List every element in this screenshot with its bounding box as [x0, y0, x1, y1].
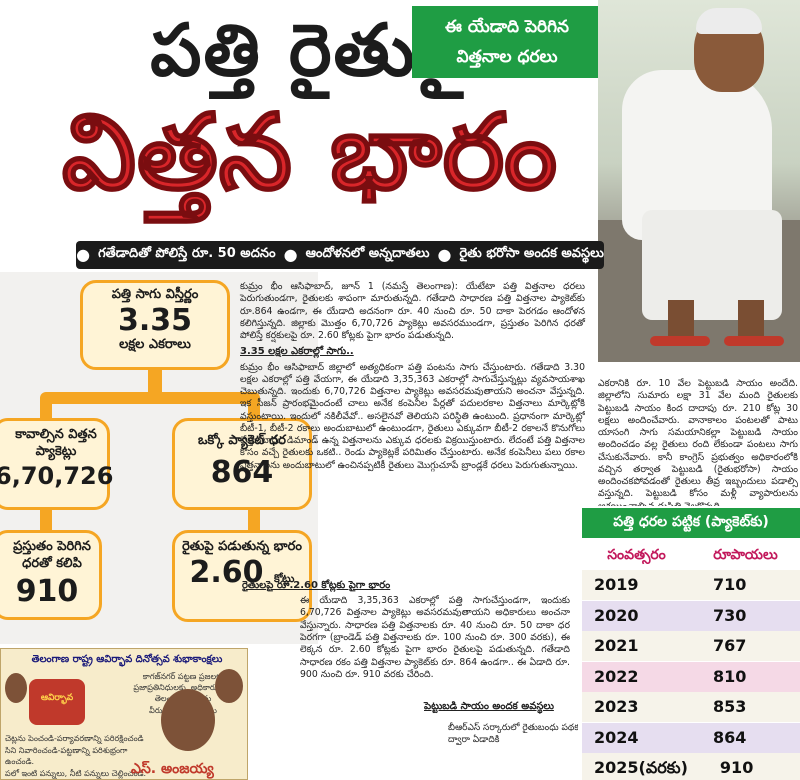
photo-sandal-right	[724, 336, 784, 346]
ad-low-line: పలో ఇంటి పన్నులు, నీటి పన్నులు చెల్లించం…	[5, 768, 147, 778]
table-row: 2025(వరకు) 910	[582, 753, 800, 780]
table-row: 2022 810	[582, 661, 800, 692]
infobox-value: 910	[15, 573, 79, 609]
burden-unit: కోట్లు	[274, 571, 295, 585]
article-paragraph-2: కుమ్రం భీం ఆసిఫాబాద్‌ జిల్లాలో అత్యధికంగ…	[240, 361, 585, 471]
ad-leader-photo	[215, 669, 243, 703]
row-year: 2023	[594, 697, 639, 716]
subheading-3: రైతు భరోసా అందక అవస్థలు	[459, 246, 604, 261]
infobox-current-price: ప్రస్తుతం పెరిగిన ధరతో కలిపి 910	[0, 530, 102, 620]
table-row: 2020 730	[582, 600, 800, 631]
subheading-1: గతేడాదితో పోలిస్తే రూ. 50 అదనం	[98, 246, 276, 261]
row-price: 910	[719, 758, 754, 777]
infobox-label: ఒక్కో ప్యాకెట్ ధర	[198, 433, 286, 448]
row-year: 2019	[594, 575, 639, 594]
photo-leg-right	[738, 300, 764, 340]
ad-low-line: చెట్లను పెంచండి-పర్యావరణాన్ని పరిరక్షించ…	[5, 734, 144, 743]
infobox-value: 6,70,726	[0, 461, 114, 490]
infobox-farmer-burden: రైతుపై పడుతున్న భారం 2.60 కోట్లు	[172, 530, 312, 622]
article-subhead-3: పెట్టుబడి సాయం అందక అవస్థలు	[424, 701, 554, 712]
ad-line: ప్రజాప్రతినిధులకు, అధికారులకు,	[133, 683, 233, 693]
bullet-icon: ●	[76, 245, 91, 264]
infobox-value: 2.60 కోట్లు	[175, 556, 309, 589]
row-price: 767	[713, 636, 747, 655]
farmer-photo	[598, 0, 800, 362]
infobox-required-packets: కావాల్సిన విత్తన ప్యాకెట్లు 6,70,726	[0, 418, 114, 510]
connector-left-2	[40, 508, 52, 532]
table-row: 2019 710	[582, 570, 800, 600]
row-year: 2021	[594, 636, 639, 655]
ad-title: తెలంగాణ రాష్ట్ర ఆవిర్భావ దినోత్సవ శుభాకా…	[31, 654, 223, 665]
article-paragraph-3: ఈ యేడాది 3,35,363 ఎకరాల్లో పత్తి సాగుచేస…	[300, 595, 570, 680]
connector-right	[248, 398, 260, 420]
row-year: 2025(వరకు)	[594, 758, 688, 777]
ad-logo: ఆవిర్భావ	[29, 679, 85, 725]
infobox-packet-price: ఒక్కో ప్యాకెట్ ధర 864	[172, 418, 312, 510]
article-paragraph-1: కుమ్రం భీం ఆసిఫాబాద్‌, జూన్‌ 1 (నమస్తే త…	[240, 281, 585, 342]
green-callout-line-1: ఈ యేడాది పెరిగిన	[445, 17, 569, 37]
col-price-header: రూపాయలు	[713, 547, 778, 563]
row-price: 730	[713, 605, 747, 625]
connector-right-2	[248, 508, 260, 532]
infobox-value: 864	[210, 454, 274, 490]
advertisement: తెలంగాణ రాష్ట్ర ఆవిర్భావ దినోత్సవ శుభాకా…	[0, 648, 248, 780]
article-paragraph-5: ఎకరానికి రూ. 10 వేల పెట్టుబడి సాయం అందేద…	[598, 378, 798, 506]
headline-line-2: విత్తన భారం	[61, 91, 558, 213]
ad-low-lines: చెట్లను పెంచండి-పర్యావరణాన్ని పరిరక్షించ…	[5, 733, 155, 779]
photo-leg-left	[668, 300, 694, 340]
subheading-2: ఆందోళనలో అన్నదాతలు	[305, 246, 430, 261]
infobox-value: 3.35	[117, 302, 193, 338]
photo-hair	[696, 8, 762, 34]
article-paragraph-4: బీఆర్‌ఎస్‌ సర్కారులో రైతుబంధు పథకం ద్వార…	[448, 723, 584, 746]
row-year: 2020	[594, 605, 639, 625]
row-price: 853	[713, 697, 747, 716]
connector-bar	[40, 392, 260, 404]
article-p2-wrap: కుమ్రం భీం ఆసిఫాబాద్‌ జిల్లాలో అత్యధికంగ…	[240, 362, 585, 584]
photo-sandal-left	[650, 336, 710, 346]
col-year-header: సంవత్సరం	[607, 547, 666, 563]
infobox-label: రైతుపై పడుతున్న భారం	[182, 539, 302, 554]
infobox-label: ప్రస్తుతం పెరిగిన ధరతో కలిపి	[13, 539, 91, 571]
price-table-title: పత్తి ధరల పట్టిక (ప్యాకెట్‌కు)	[582, 508, 800, 538]
article-subhead-2: రైతులపై రూ.2.60 కోట్లకు పైగా భారం	[242, 580, 391, 591]
ad-person-photo	[161, 689, 215, 751]
infobox-label: కావాల్సిన విత్తన ప్యాకెట్లు	[15, 427, 97, 459]
ad-low-line: సిని నివారించండి-పట్టణాన్ని పరిశుభ్రంగా …	[5, 745, 128, 767]
green-callout-line-2: విత్తనాల ధరలు	[456, 47, 558, 67]
infobox-cultivation-area: పత్తి సాగు విస్తీర్ణం 3.35 లక్షల ఎకరాలు	[80, 280, 230, 370]
table-row: 2021 767	[582, 631, 800, 661]
subheading-bar: ● గతేడాదితో పోలిస్తే రూ. 50 అదనం ● ఆందోళ…	[76, 241, 604, 269]
article-column-3: ఎకరానికి రూ. 10 వేల పెట్టుబడి సాయం అందేద…	[598, 378, 798, 508]
ad-line: కాగజ్‌నగర్‌ పట్టణ ప్రజలకు	[142, 672, 224, 681]
connector-left	[40, 398, 52, 420]
burden-value: 2.60	[189, 554, 264, 590]
connector-stem	[148, 368, 162, 398]
bullet-icon: ●	[283, 245, 298, 264]
green-callout-box: ఈ యేడాది పెరిగిన విత్తనాల ధరలు	[412, 6, 602, 78]
row-price: 710	[713, 575, 747, 594]
ad-person-name: ఎస్‌. అంజయ్య	[131, 761, 214, 777]
infobox-label: పత్తి సాగు విస్తీర్ణం	[111, 287, 199, 302]
price-table: పత్తి ధరల పట్టిక (ప్యాకెట్‌కు) సంవత్సరం …	[578, 508, 800, 780]
ad-leader-photo	[5, 673, 27, 703]
article-column-2: రైతులపై రూ.2.60 కోట్లకు పైగా భారం ఈ యేడా…	[242, 576, 570, 709]
table-row: 2023 853	[582, 692, 800, 722]
table-row: 2024 864	[582, 722, 800, 753]
row-price: 864	[713, 727, 747, 747]
bullet-icon: ●	[437, 245, 452, 264]
row-year: 2024	[594, 727, 639, 747]
price-table-header: సంవత్సరం రూపాయలు	[582, 542, 800, 568]
row-year: 2022	[594, 666, 639, 686]
infobox-unit: లక్షల ఎకరాలు	[119, 336, 191, 352]
row-price: 810	[713, 666, 747, 686]
article-subhead-1: 3.35 లక్షల ఎకరాల్లో సాగు..	[240, 346, 354, 358]
article-column-1: కుమ్రం భీం ఆసిఫాబాద్‌, జూన్‌ 1 (నమస్తే త…	[240, 281, 585, 584]
